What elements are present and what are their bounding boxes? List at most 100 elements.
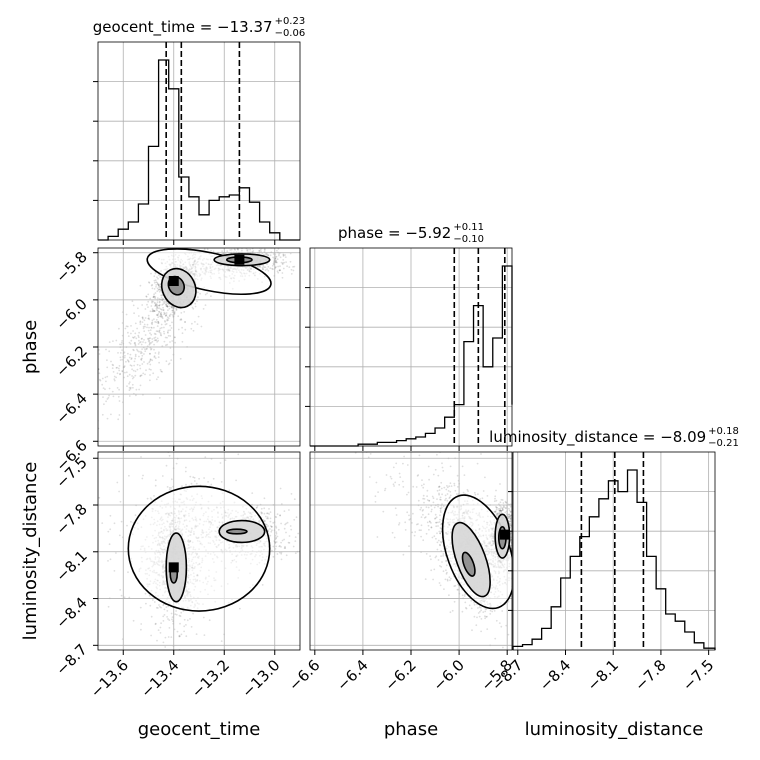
sample-point [154,305,156,307]
sample-point [509,517,511,520]
sample-point [155,281,158,283]
sample-point [118,388,120,391]
sample-point [148,318,151,321]
sample-point [153,326,155,329]
sample-point [272,256,274,259]
sample-point [150,368,152,371]
sample-point [438,485,441,488]
sample-point [155,284,158,286]
sample-point [134,341,136,344]
sample-point [503,506,506,508]
sample-point [158,300,161,303]
sample-point [455,493,458,495]
sample-point [151,338,154,340]
sample-point [252,250,255,252]
sample-point [112,340,114,342]
sample-point [276,249,278,252]
sample-point [147,293,150,296]
sample-point [266,268,268,270]
sample-point [274,261,277,263]
sample-point [141,363,144,365]
sample-point [174,341,177,344]
sample-point [130,339,133,342]
sample-point [144,350,147,353]
sample-point [149,358,152,361]
sample-point [156,309,158,312]
sample-point [505,624,508,627]
sample-point [150,342,153,344]
sample-point [149,497,152,499]
sample-point [107,605,110,608]
sample-point [281,272,284,274]
sample-point [192,476,195,479]
sample-point [129,364,132,367]
sample-point [515,600,517,602]
sample-point [222,245,224,247]
sample-point [155,314,158,316]
sample-point [119,343,121,346]
sample-point [169,313,172,316]
sample-point [170,306,173,309]
sample-point [134,332,137,335]
sample-point [232,246,234,248]
sample-point [147,314,150,317]
sample-point [263,512,266,515]
sample-point [241,249,243,252]
sample-point [272,263,275,266]
sample-point [148,368,151,371]
sample-point [136,349,139,352]
sample-point [169,347,172,349]
sample-point [142,474,144,477]
sample-point [510,544,512,547]
sample-point [163,326,165,329]
sample-point [152,296,155,298]
sample-point [113,379,116,382]
sample-point [272,522,275,524]
sample-point [189,475,192,478]
sample-point [160,314,163,316]
sample-point [153,309,156,312]
sample-point [272,262,275,265]
sample-point [514,599,516,601]
sample-point [283,510,286,512]
sample-point [104,388,106,391]
sample-point [128,373,131,376]
sample-point [160,334,163,337]
sample-point [158,351,160,354]
sample-point [149,363,152,366]
sample-point [161,294,164,297]
sample-point [203,248,206,251]
sample-point [269,254,272,257]
sample-point [262,268,265,271]
sample-point [440,498,442,501]
sample-point [162,298,165,300]
sample-point [162,303,165,305]
sample-point [263,520,266,523]
sample-point [290,273,293,275]
sample-point [439,496,442,499]
sample-point [157,322,160,324]
sample-point [304,262,306,264]
sample-point [147,317,150,319]
sample-point [282,267,285,270]
sample-point [181,326,184,329]
sample-point [155,321,158,324]
sample-point [95,338,97,340]
sample-point [264,269,267,272]
sample-point [154,333,157,336]
sample-point [153,356,156,358]
sample-point [282,253,285,256]
sample-point [275,537,277,540]
sample-point [441,561,443,563]
sample-point [154,304,157,306]
sample-point [279,514,281,517]
sample-point [175,610,178,612]
sample-point [158,286,161,288]
sample-point [275,525,277,528]
sample-point [153,295,155,298]
sample-point [118,365,121,367]
sample-point [153,301,156,304]
sample-point [275,260,277,263]
sample-point [167,309,169,312]
